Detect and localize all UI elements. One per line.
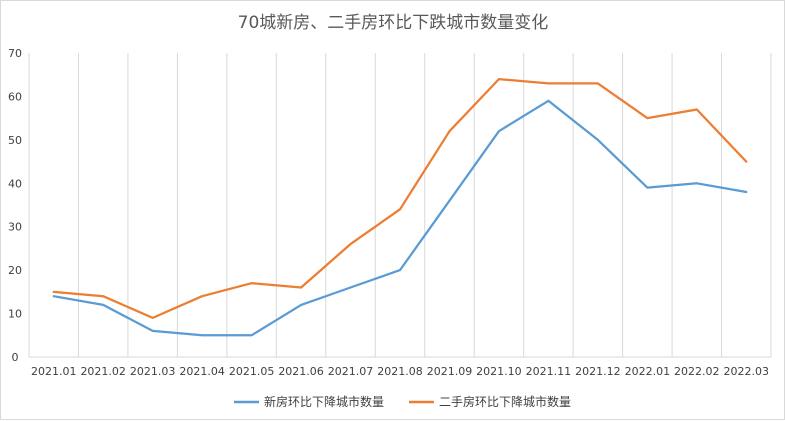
x-tick-label: 2021.01 [31, 365, 77, 378]
x-tick-label: 2022.01 [625, 365, 671, 378]
x-tick-label: 2021.12 [575, 365, 621, 378]
x-tick-label: 2021.11 [526, 365, 572, 378]
y-tick-label: 50 [8, 134, 22, 147]
x-tick-label: 2021.04 [179, 365, 225, 378]
x-tick-label: 2021.10 [476, 365, 522, 378]
x-tick-label: 2021.06 [278, 365, 324, 378]
x-tick-label: 2021.03 [130, 365, 176, 378]
series-line-2 [52, 77, 748, 320]
y-tick-label: 30 [8, 221, 22, 234]
legend-label: 新房环比下降城市数量 [264, 394, 384, 409]
y-tick-label: 10 [8, 308, 22, 321]
series-lines [52, 77, 748, 337]
x-tick-label: 2021.05 [229, 365, 275, 378]
x-tick-label: 2022.02 [674, 365, 720, 378]
gridlines [28, 53, 772, 358]
legend-label: 二手房环比下降城市数量 [439, 394, 571, 409]
legend: 新房环比下降城市数量 二手房环比下降城市数量 [234, 394, 571, 409]
y-tick-label: 20 [8, 264, 22, 277]
y-tick-label: 0 [12, 351, 19, 364]
y-tick-label: 40 [8, 177, 22, 190]
y-tick-label: 70 [8, 47, 22, 60]
x-tick-label: 2021.07 [328, 365, 374, 378]
series-line-1 [52, 99, 748, 337]
chart-title: 70城新房、二手房环比下跌城市数量变化 [238, 13, 549, 33]
y-axis-ticks: 0 10 20 30 40 50 60 70 [8, 47, 22, 364]
x-axis-ticks: 2021.01 2021.02 2021.03 2021.04 2021.05 2021.… [31, 365, 769, 378]
x-tick-label: 2021.02 [80, 365, 126, 378]
y-tick-label: 60 [8, 90, 22, 103]
x-tick-label: 2021.09 [427, 365, 473, 378]
x-tick-label: 2021.08 [377, 365, 423, 378]
x-tick-label: 2022.03 [724, 365, 770, 378]
